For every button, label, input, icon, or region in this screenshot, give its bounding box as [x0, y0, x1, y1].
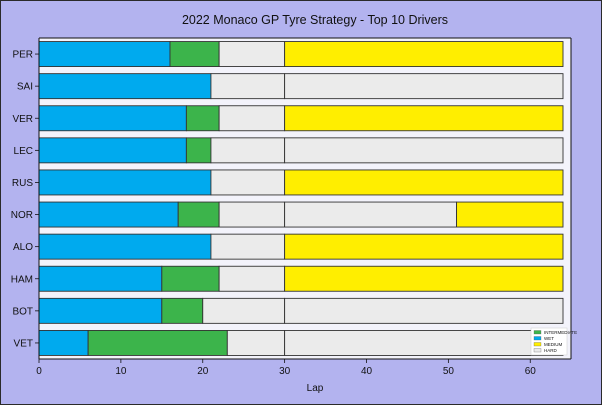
- bar-nor-stint-5: [456, 201, 564, 228]
- bar-ham-stint-2: [161, 265, 220, 292]
- bar-ham-stint-1: [38, 265, 163, 292]
- bar-sai-stint-3: [284, 73, 564, 100]
- bar-ham-stint-4: [284, 265, 564, 292]
- bar-vet-stint-1: [38, 330, 89, 356]
- y-tick-label-nor: NOR: [11, 210, 33, 221]
- legend-swatch-intermediate: [533, 330, 542, 335]
- bars-layer: [38, 41, 564, 356]
- bar-lec-stint-1: [38, 137, 187, 164]
- bar-lec-stint-4: [284, 137, 564, 164]
- bar-sai-stint-1: [38, 73, 212, 100]
- bar-per-stint-2: [169, 41, 220, 67]
- x-axis: 0 10 20 30 40 50 60: [36, 37, 572, 377]
- bar-nor-stint-3: [218, 201, 286, 228]
- x-tick-label-60: 60: [525, 366, 537, 377]
- x-tick-label-0: 0: [36, 366, 42, 377]
- y-axis: PER SAI VER LEC RUS NOR ALO HAM BOT VET: [11, 50, 39, 349]
- y-tick-label-ham: HAM: [11, 274, 33, 285]
- x-tick-label-40: 40: [361, 366, 373, 377]
- bar-rus-stint-3: [284, 169, 564, 196]
- bar-nor-stint-2: [177, 201, 220, 228]
- legend-swatch-medium: [533, 342, 542, 347]
- y-tick-label-ver: VER: [12, 114, 33, 125]
- x-tick-label-30: 30: [279, 366, 291, 377]
- legend-label-wet: WET: [544, 336, 554, 341]
- y-tick-label-per: PER: [12, 50, 33, 61]
- y-tick-label-rus: RUS: [12, 178, 33, 189]
- bar-bot-stint-3: [202, 297, 286, 324]
- bar-rus-stint-1: [38, 169, 212, 196]
- bar-bot-stint-2: [161, 297, 204, 324]
- legend-label-medium: MEDIUM: [544, 342, 562, 347]
- bar-per-stint-3: [218, 41, 286, 67]
- bar-ver-stint-4: [284, 105, 564, 132]
- x-tick-label-10: 10: [115, 366, 127, 377]
- bar-lec-stint-2: [185, 137, 212, 164]
- bar-ver-stint-1: [38, 105, 187, 132]
- y-tick-label-vet: VET: [14, 338, 33, 349]
- legend-label-intermediate: INTERMEDIATE: [544, 330, 577, 335]
- x-tick-label-20: 20: [197, 366, 209, 377]
- bar-per-stint-1: [38, 41, 171, 67]
- bar-alo-stint-2: [210, 233, 286, 260]
- bar-nor-stint-4: [284, 201, 458, 228]
- bar-ham-stint-3: [218, 265, 286, 292]
- bar-vet-stint-3: [226, 330, 286, 356]
- y-tick-label-lec: LEC: [14, 146, 33, 157]
- bar-alo-stint-3: [284, 233, 564, 260]
- legend-swatch-hard: [533, 348, 542, 353]
- legend-swatch-wet: [533, 336, 542, 341]
- y-tick-label-sai: SAI: [17, 82, 33, 93]
- bar-ver-stint-3: [218, 105, 286, 132]
- bar-lec-stint-3: [210, 137, 286, 164]
- chart-title: 2022 Monaco GP Tyre Strategy - Top 10 Dr…: [182, 13, 448, 27]
- x-axis-label: Lap: [307, 383, 324, 394]
- bar-vet-stint-4: [284, 330, 564, 356]
- bar-alo-stint-1: [38, 233, 212, 260]
- legend-label-hard: HARD: [544, 348, 558, 353]
- bar-nor-stint-1: [38, 201, 179, 228]
- y-tick-label-alo: ALO: [13, 242, 33, 253]
- bar-bot-stint-1: [38, 297, 163, 324]
- bar-bot-stint-4: [284, 297, 564, 324]
- y-tick-label-bot: BOT: [12, 306, 33, 317]
- bar-ver-stint-2: [185, 105, 220, 132]
- bar-sai-stint-2: [210, 73, 286, 100]
- bar-vet-stint-2: [87, 330, 228, 356]
- bar-rus-stint-2: [210, 169, 286, 196]
- bar-per-stint-4: [284, 41, 564, 67]
- x-tick-label-50: 50: [443, 366, 455, 377]
